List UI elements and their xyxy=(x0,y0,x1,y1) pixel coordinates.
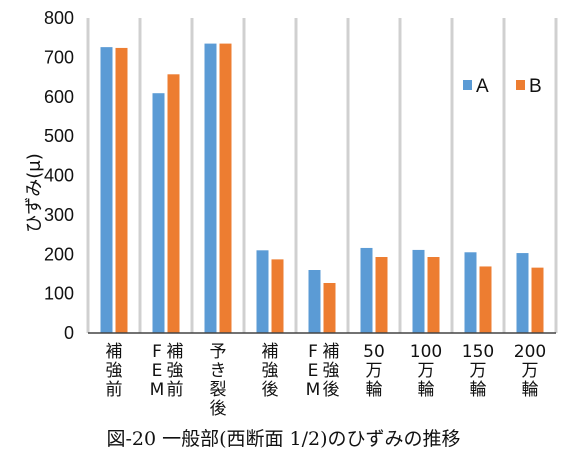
y-tick-labels: 0 100 200 300 400 500 600 700 800 xyxy=(44,8,74,343)
bar-a xyxy=(256,250,269,333)
category-label: 補強後 xyxy=(262,342,279,400)
y-tick-label: 800 xyxy=(44,8,74,28)
category-char: 輪 xyxy=(366,380,383,400)
category-char: 強 xyxy=(262,361,279,381)
legend-item-a: A xyxy=(463,76,489,97)
bar-b xyxy=(115,47,128,334)
category-char: 予 xyxy=(210,342,227,362)
bar-b xyxy=(531,267,544,333)
y-tick-label: 200 xyxy=(44,244,74,264)
bar-b xyxy=(271,259,284,333)
category-char: F xyxy=(152,342,162,362)
bar-a xyxy=(516,253,529,333)
category-char: 補 xyxy=(106,342,123,362)
category-char: M xyxy=(306,380,321,400)
y-tick-label: 700 xyxy=(44,47,74,67)
legend-label: A xyxy=(476,76,489,97)
bar-b xyxy=(479,266,492,333)
category-char: 150 xyxy=(462,342,494,362)
legend-item-b: B xyxy=(516,76,542,97)
category-char: 補 xyxy=(167,342,184,362)
bar-b xyxy=(375,257,388,333)
legend-swatch xyxy=(463,80,472,90)
bar-a xyxy=(204,43,217,333)
category-char: 万 xyxy=(418,361,435,381)
category-char: M xyxy=(150,380,165,400)
category-char: 強 xyxy=(106,361,123,381)
bar-b xyxy=(167,74,180,334)
category-char: き xyxy=(210,361,227,381)
category-char: 輪 xyxy=(522,380,539,400)
category-char: 裂 xyxy=(210,380,227,400)
bar-a xyxy=(360,247,373,333)
legend-label: B xyxy=(529,76,542,97)
bar-a xyxy=(412,249,425,333)
grid-lines xyxy=(86,18,558,333)
category-char: 後 xyxy=(262,380,279,400)
category-char: 強 xyxy=(167,361,184,381)
y-tick-label: 300 xyxy=(44,205,74,225)
legend-swatch xyxy=(516,80,525,90)
y-tick-label: 600 xyxy=(44,87,74,107)
category-char: 前 xyxy=(167,380,184,400)
category-char: 強 xyxy=(323,361,340,381)
category-char: 50 xyxy=(363,342,385,362)
category-char: 万 xyxy=(522,361,539,381)
category-char: E xyxy=(308,361,319,381)
bar-a xyxy=(308,270,321,333)
figure-caption: 図-20 一般部(西断面 1/2)のひずみの推移 xyxy=(106,428,461,450)
bar-a xyxy=(152,93,165,333)
category-char: 後 xyxy=(323,380,340,400)
category-char: 補 xyxy=(262,342,279,362)
category-char: 輪 xyxy=(470,380,487,400)
category-char: 100 xyxy=(410,342,442,362)
y-tick-label: 500 xyxy=(44,126,74,146)
bar-a xyxy=(464,252,477,333)
y-tick-label: 0 xyxy=(64,323,74,343)
y-tick-label: 400 xyxy=(44,166,74,186)
category-char: E xyxy=(152,361,163,381)
category-char: 補 xyxy=(323,342,340,362)
category-char: 前 xyxy=(106,380,123,400)
category-char: 万 xyxy=(366,361,383,381)
bar-b xyxy=(323,282,336,333)
category-char: 200 xyxy=(514,342,546,362)
category-char: 万 xyxy=(470,361,487,381)
y-tick-label: 100 xyxy=(44,284,74,304)
category-char: 後 xyxy=(210,399,227,419)
y-axis-label: ひずみ(μ) xyxy=(24,153,45,233)
bars xyxy=(100,43,544,334)
bar-a xyxy=(100,47,113,333)
category-labels: 補強前FEM補強前予き裂後補強後FEM補強後50万輪100万輪150万輪200万… xyxy=(106,342,547,419)
bar-b xyxy=(219,43,232,333)
category-char: F xyxy=(308,342,318,362)
bar-b xyxy=(427,257,440,333)
category-char: 輪 xyxy=(418,380,435,400)
category-label: 補強前 xyxy=(106,342,123,400)
